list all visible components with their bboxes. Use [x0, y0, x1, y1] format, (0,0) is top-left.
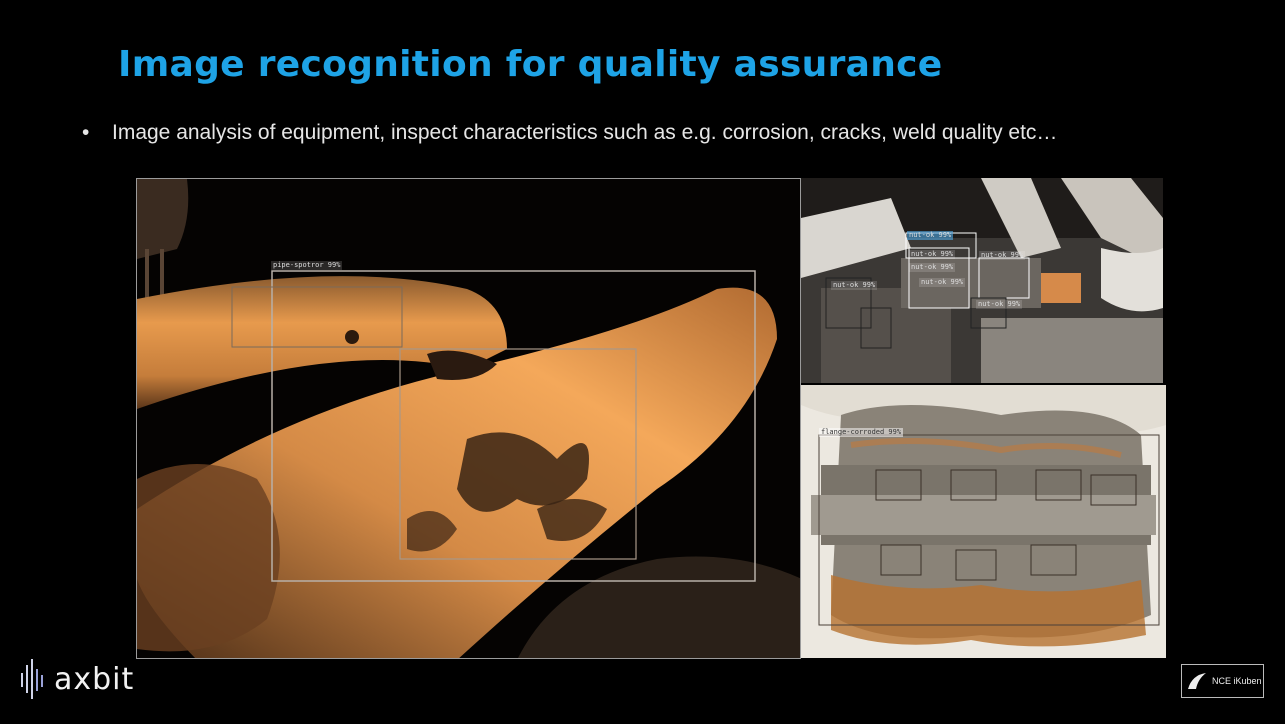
nce-shape-icon — [1188, 673, 1206, 689]
nce-ikuben-logo: NCE iKuben — [1181, 664, 1264, 698]
axbit-logo: axbit — [20, 656, 134, 702]
nut-detection-image: nut-ok 99% nut-ok 99% nut-ok 99% nut-ok … — [801, 178, 1163, 383]
bullet-dot: • — [82, 121, 90, 144]
nut-label: nut-ok 99% — [919, 278, 966, 287]
slide-title: Image recognition for quality assurance — [118, 44, 943, 85]
nut-label: nut-ok 99% — [831, 281, 878, 290]
detection-label: pipe-spotror 99% — [271, 261, 343, 270]
nut-label: nut-ok 99% — [909, 263, 956, 272]
bullet-text: Image analysis of equipment, inspect cha… — [112, 121, 1058, 144]
nut-label: nut-ok 99% — [979, 251, 1026, 260]
axbit-wordmark: axbit — [54, 661, 135, 697]
flange-corrosion-image: flange-corroded 99% — [801, 385, 1166, 658]
nut-label: nut-ok 99% — [909, 250, 956, 259]
bullet-item: • Image analysis of equipment, inspect ch… — [82, 121, 1057, 145]
corrosion-pipe-image: pipe-spotror 99% — [136, 178, 801, 659]
axbit-bars-icon — [21, 659, 43, 699]
nut-label: nut-ok 99% — [907, 231, 954, 240]
nut-label: nut-ok 99% — [976, 300, 1023, 309]
flange-label: flange-corroded 99% — [819, 428, 904, 437]
nce-wordmark: NCE iKuben — [1212, 676, 1262, 686]
